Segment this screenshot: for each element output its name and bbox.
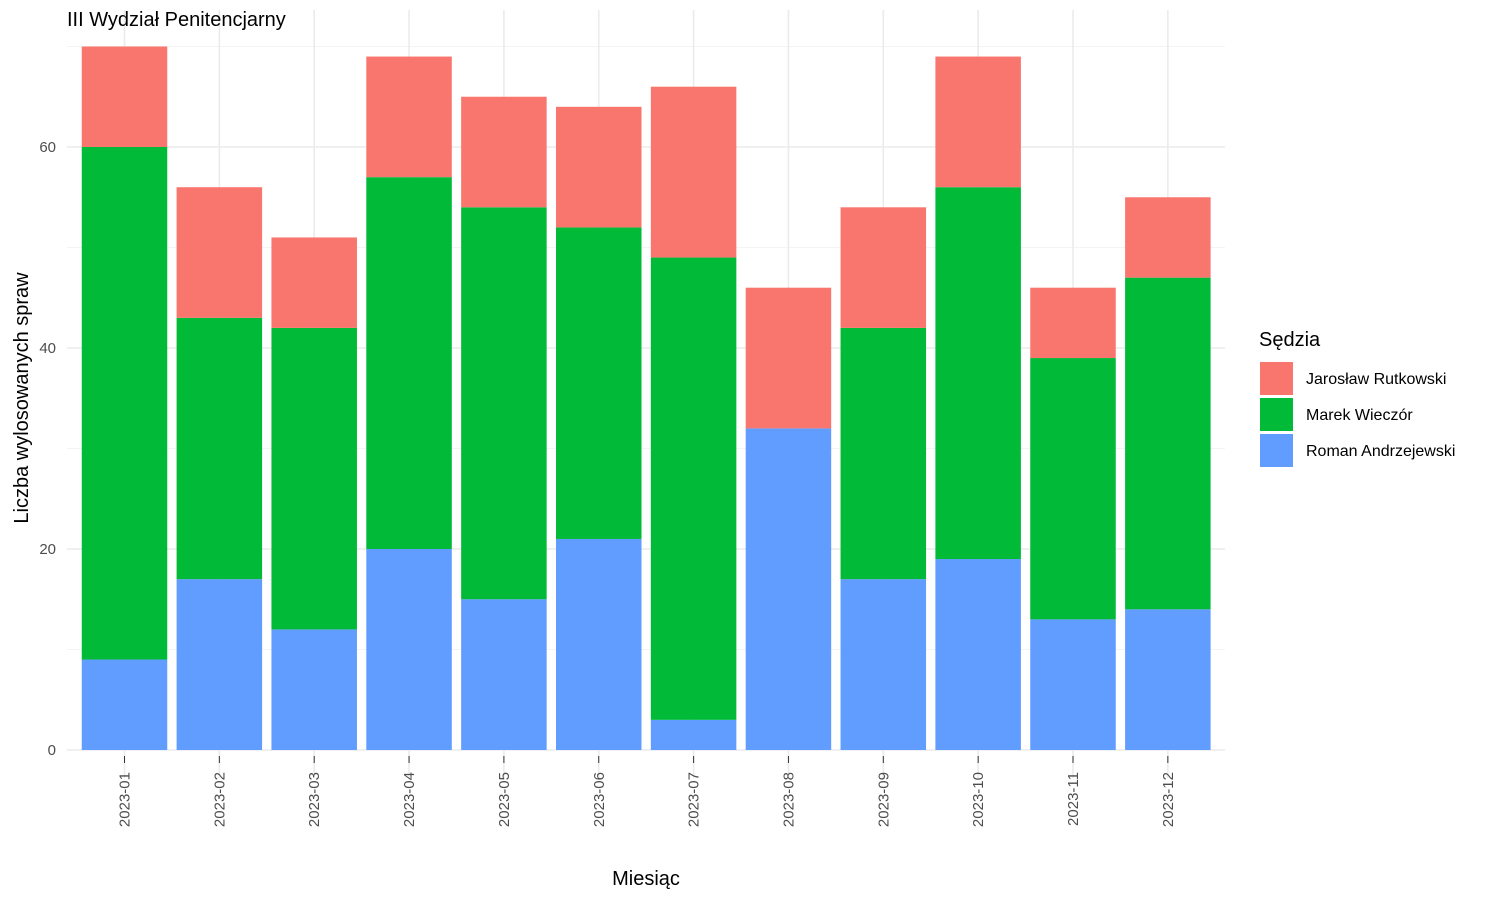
bar-segment [81, 46, 168, 147]
bar-segment [271, 629, 357, 750]
y-tick-label: 0 [48, 742, 56, 759]
y-tick-label: 20 [39, 541, 56, 558]
bar-segment [176, 579, 263, 750]
y-axis-title: Liczba wylosowanych spraw [11, 272, 33, 524]
x-tick-label: 2023-12 [1160, 772, 1177, 827]
bar-segment [650, 86, 737, 258]
bar-segment [81, 659, 168, 750]
bar-segment [271, 327, 357, 630]
bar-segment [556, 538, 642, 750]
bar-segment [556, 106, 642, 228]
legend-key [1260, 434, 1293, 467]
bar-segment [556, 227, 642, 539]
bar-segment [1030, 358, 1116, 620]
x-tick-label: 2023-03 [306, 772, 323, 827]
bars-layer [81, 46, 1211, 750]
x-tick-label: 2023-09 [875, 772, 892, 827]
legend-title: Sędzia [1259, 329, 1321, 351]
bar-segment [935, 187, 1021, 560]
bar-segment [745, 428, 832, 750]
bar-segment [650, 719, 737, 750]
bar-segment [366, 549, 452, 750]
x-tick-label: 2023-04 [401, 772, 418, 827]
legend: Sędzia Jarosław Rutkowski Marek Wieczór Ro… [1259, 329, 1455, 467]
y-tick-label: 40 [39, 340, 56, 357]
legend-key [1260, 398, 1293, 431]
x-tick-label: 2023-10 [970, 772, 987, 827]
x-tick-label: 2023-01 [117, 772, 134, 827]
x-tick-label: 2023-11 [1065, 772, 1082, 826]
legend-label: Jarosław Rutkowski [1306, 371, 1446, 388]
bar-segment [650, 257, 737, 720]
legend-label: Roman Andrzejewski [1306, 443, 1455, 460]
x-tick-label: 2023-07 [686, 772, 703, 827]
x-tick-label: 2023-05 [496, 772, 513, 827]
chart-title: III Wydział Penitencjarny [67, 9, 286, 31]
bar-segment [461, 599, 547, 750]
x-axis-title: Miesiąc [612, 868, 680, 890]
bar-segment [1030, 287, 1116, 359]
x-axis: 2023-01 2023-02 2023-03 2023-04 2023-05 2023-… [117, 756, 1177, 827]
bar-segment [745, 287, 832, 429]
bar-segment [935, 56, 1021, 188]
bar-segment [271, 237, 357, 328]
bar-segment [461, 96, 547, 208]
bar-segment [461, 207, 547, 600]
legend-label: Marek Wieczór [1306, 407, 1413, 424]
x-tick-label: 2023-08 [780, 772, 797, 827]
bar-segment [1125, 197, 1211, 278]
bar-segment [81, 147, 168, 660]
bar-segment [1125, 609, 1211, 750]
bar-segment [935, 559, 1021, 750]
bar-segment [1125, 277, 1211, 610]
legend-key [1260, 362, 1293, 395]
bar-segment [176, 317, 263, 580]
bar-segment [1030, 619, 1116, 750]
bar-segment [176, 187, 263, 318]
bar-segment [366, 56, 452, 178]
y-axis: 0 20 40 60 [39, 139, 56, 759]
bar-segment [840, 327, 927, 580]
x-tick-label: 2023-06 [591, 772, 608, 827]
y-tick-label: 60 [39, 139, 56, 156]
x-tick-label: 2023-02 [211, 772, 228, 827]
bar-segment [366, 177, 452, 549]
bar-segment [840, 207, 927, 328]
bar-segment [840, 579, 927, 750]
